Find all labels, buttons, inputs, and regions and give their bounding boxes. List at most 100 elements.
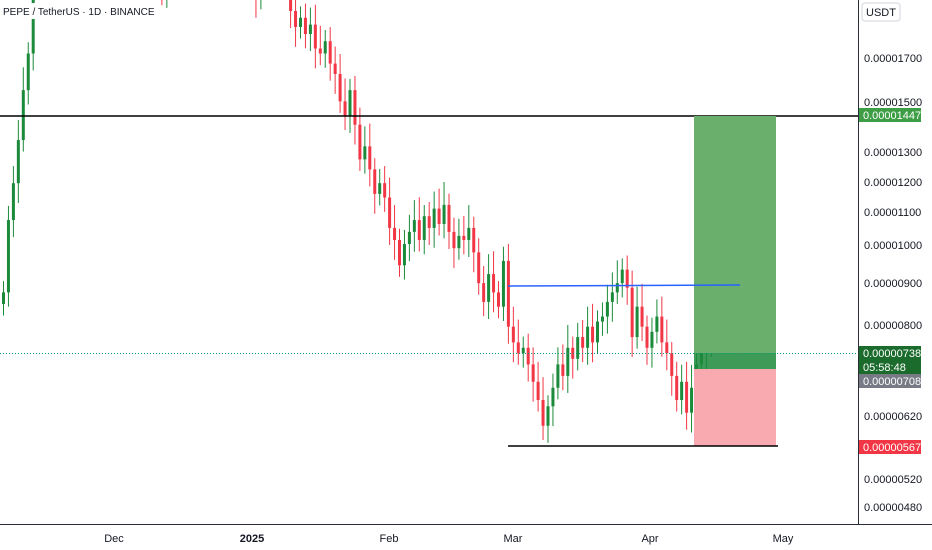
candle-body <box>338 74 342 102</box>
profit-zone <box>694 116 776 353</box>
candle-body <box>447 204 451 232</box>
candle-body <box>393 227 397 240</box>
candle-body <box>6 220 10 293</box>
countdown-tag: 05:58:48 <box>863 362 906 374</box>
candle-body <box>516 342 520 354</box>
candle-body <box>670 353 674 376</box>
candle-body <box>368 146 372 170</box>
candle-body <box>635 306 639 338</box>
candle-body <box>398 239 401 266</box>
candle-body <box>591 326 595 343</box>
candle-body <box>660 316 664 343</box>
candle-body <box>378 183 382 194</box>
candle-body <box>388 197 392 228</box>
candle-body <box>323 41 327 54</box>
candle-body <box>462 235 466 240</box>
trend-line <box>507 284 741 287</box>
chart-title: PEPE / TetherUS · 1D · BINANCE <box>3 7 155 18</box>
candle-body <box>690 387 694 413</box>
candle-body <box>610 292 614 302</box>
candle-body <box>16 140 20 184</box>
price-axis[interactable]: USDT 0.000017000.000015000.000013000.000… <box>858 0 923 524</box>
last-price-tag: 0.00000738 <box>863 348 921 360</box>
candle-body <box>675 375 679 401</box>
price-tick-label: 0.00000520 <box>864 474 922 486</box>
candle-body <box>407 231 411 245</box>
candle-body <box>333 63 337 75</box>
entry-price-tag-box <box>859 374 921 388</box>
candle-body <box>561 364 565 376</box>
time-tick-label: Mar <box>504 533 523 545</box>
candle-body <box>358 124 362 160</box>
chart-pane[interactable] <box>2 0 713 443</box>
candle-body <box>665 342 669 354</box>
candle-body <box>26 53 30 91</box>
candle-body <box>492 274 496 293</box>
candle-body <box>625 269 629 288</box>
candle-body <box>536 381 540 401</box>
candle-body <box>299 17 302 27</box>
candle-body <box>615 283 619 293</box>
candle-body <box>442 204 446 224</box>
time-tick-label: Feb <box>380 533 399 545</box>
time-tick-label: Dec <box>104 533 124 545</box>
candle-body <box>437 208 441 224</box>
candle-body <box>412 220 416 232</box>
candle-body <box>348 90 352 116</box>
entry-price-tag: 0.00000708 <box>863 376 921 388</box>
candle-body <box>383 183 387 198</box>
candle-body <box>630 287 634 338</box>
time-tick-label: May <box>773 533 794 545</box>
price-ticks: 0.00001700 0.00001500 0.00001300 0.00001200… <box>864 53 922 514</box>
candle-body <box>427 216 431 228</box>
price-tick-label: 0.00000800 <box>864 320 922 332</box>
candle-body <box>31 0 35 54</box>
candle-body <box>501 260 505 307</box>
candle-body <box>402 244 406 266</box>
candle-body <box>497 292 500 307</box>
candle-body <box>556 364 560 388</box>
target-price-tag: 0.00001447 <box>863 110 921 122</box>
candle-body <box>506 260 510 327</box>
price-tick-label: 0.00001500 <box>864 97 922 109</box>
candle-body <box>21 90 25 141</box>
candle-body <box>605 301 609 317</box>
candle-body <box>353 90 357 125</box>
price-tick-label: 0.00001200 <box>864 177 922 189</box>
candle-body <box>546 406 550 426</box>
candle-body <box>596 321 599 343</box>
stop-price-tag: 0.00000567 <box>863 442 921 454</box>
profit-zone-filled <box>694 353 776 369</box>
stop-price-tag-box <box>859 440 921 454</box>
candle-body <box>620 269 624 284</box>
candle-body <box>422 216 426 240</box>
currency-label: USDT <box>866 7 896 19</box>
candle-body <box>581 337 585 348</box>
target-price-tag-box <box>859 108 921 122</box>
candle-body <box>655 316 659 332</box>
candle-body <box>566 347 570 376</box>
candle-body <box>294 11 298 27</box>
price-tick-label: 0.00001300 <box>864 147 922 159</box>
currency-button[interactable] <box>861 2 901 22</box>
candle-body <box>363 146 367 160</box>
candle-body <box>318 48 322 54</box>
candle-body <box>640 306 644 327</box>
candle-body <box>511 326 515 343</box>
time-ticks: Dec 2025 Feb Mar Apr May <box>104 533 794 545</box>
price-tick-label: 0.00000900 <box>864 278 922 290</box>
price-tick-label: 0.00001100 <box>864 207 921 219</box>
candle-body <box>521 347 525 354</box>
candle-body <box>432 208 436 228</box>
candle-body <box>482 283 486 302</box>
candle-body <box>457 235 461 249</box>
candle-body <box>600 316 604 322</box>
candle-body <box>2 292 5 304</box>
price-tick-label: 0.00001000 <box>864 240 922 252</box>
candle-body <box>531 364 535 382</box>
price-tags: 0.00001447 0.00000738 05:58:48 0.00000708 0.… <box>859 108 921 454</box>
candle-body <box>343 101 347 116</box>
time-axis[interactable]: Dec 2025 Feb Mar Apr May <box>0 524 932 546</box>
candle-body <box>477 252 481 284</box>
